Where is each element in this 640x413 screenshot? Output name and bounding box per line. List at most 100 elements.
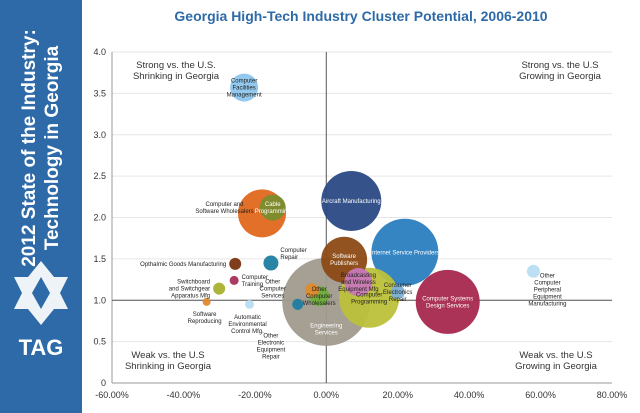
quadrant-label: Growing in Georgia	[519, 71, 602, 82]
data-label: Other	[263, 333, 278, 339]
data-label: Cable	[265, 202, 281, 208]
data-label: Software Wholesalers	[195, 209, 253, 215]
data-label: Electronic	[258, 340, 284, 346]
data-label: Other	[265, 280, 280, 286]
data-label: Manufacturing	[528, 301, 566, 307]
y-tick-label: 3.5	[93, 88, 106, 98]
data-label: Software	[193, 312, 217, 318]
data-label: Computer	[306, 294, 332, 300]
data-label: Peripheral	[534, 287, 561, 293]
data-label: Programming	[351, 299, 387, 305]
bubble	[526, 264, 540, 278]
report-title-line1: 2012 State of the Industry:	[19, 29, 40, 267]
quadrant-label: Shrinking in Georgia	[125, 361, 212, 372]
data-label: Services	[261, 294, 284, 300]
bubbles	[202, 73, 540, 346]
x-tick-label: 80.00%	[597, 390, 628, 400]
data-label: Management	[227, 93, 262, 99]
data-label: Opthalmic Goods Manufacturing	[140, 262, 226, 268]
y-tick-label: 1.5	[93, 254, 106, 264]
data-label: Environmental	[228, 322, 266, 328]
data-label: Reproducing	[188, 319, 222, 325]
data-label: Equipment	[533, 294, 562, 300]
bubble	[202, 297, 211, 306]
data-label: Electronics	[383, 290, 412, 296]
bubble	[321, 170, 382, 231]
chart-title: Georgia High-Tech Industry Cluster Poten…	[174, 8, 548, 24]
data-label: Equipment	[257, 347, 286, 353]
data-label: Computer	[280, 248, 306, 254]
data-label: Computer	[242, 275, 268, 281]
quadrant-label: Strong vs. the U.S.	[136, 60, 216, 71]
y-tick-label: 2.5	[93, 171, 106, 181]
data-label: Computer	[231, 79, 257, 85]
x-tick-label: -20.00%	[238, 390, 272, 400]
y-tick-label: 2.0	[93, 213, 106, 223]
report-title-line2: Technology in Georgia	[42, 45, 63, 251]
data-label: Computer	[356, 292, 382, 298]
quadrant-label: Weak vs. the U.S	[519, 350, 592, 361]
data-label: Design Services	[426, 303, 469, 309]
bubble	[230, 73, 259, 102]
data-label: Computer Systems	[422, 296, 473, 302]
data-label: Programming	[255, 209, 291, 215]
bubble	[259, 194, 286, 221]
data-label: Facilities	[232, 86, 255, 92]
logo-text: TAG	[19, 335, 64, 360]
quadrant-label: Strong vs. the U.S	[521, 60, 598, 71]
quadrant-label: Growing in Georgia	[515, 361, 598, 372]
quadrant-label: Shrinking in Georgia	[133, 71, 220, 82]
bubble	[390, 284, 405, 299]
data-label: Internet Service Providers	[370, 250, 439, 256]
bubble	[344, 268, 373, 297]
data-label: Switchboard	[177, 280, 210, 286]
x-tick-label: 60.00%	[525, 390, 556, 400]
data-label: Engineering	[310, 324, 342, 330]
y-tick-label: 0.5	[93, 337, 106, 347]
data-label: Other	[540, 273, 555, 279]
x-tick-label: -60.00%	[95, 390, 129, 400]
y-tick-label: 4.0	[93, 47, 106, 57]
bubble	[305, 283, 319, 298]
data-label: and Switchgear	[169, 287, 210, 293]
data-label: Consumer	[384, 283, 412, 289]
y-tick-label: 1.0	[93, 295, 106, 305]
data-label: Automatic	[234, 315, 261, 321]
y-tick-label: 3.0	[93, 130, 106, 140]
x-tick-label: 0.00%	[314, 390, 340, 400]
bubble	[371, 218, 439, 286]
data-label: Computer	[260, 287, 286, 293]
data-label: Apparatus Mfg	[171, 294, 210, 300]
data-label: Repair	[389, 297, 407, 303]
x-tick-label: 20.00%	[382, 390, 413, 400]
x-tick-label: 40.00%	[454, 390, 485, 400]
data-label: Services	[315, 331, 338, 337]
bubble	[245, 299, 254, 309]
sidebar: 2012 State of the Industry: Technology i…	[0, 0, 82, 413]
data-label: Control Mfg.	[231, 329, 264, 335]
bubble	[415, 269, 480, 334]
data-label: Wholesalers	[303, 301, 336, 307]
x-tick-label: -40.00%	[167, 390, 201, 400]
data-label: Aircraft Manufacturing	[322, 199, 381, 205]
bubble-chart: 0 0.5 1.0 1.5 2.0 2.5 3.0 3.5 4.0 -60.00% -40.00% -…	[93, 47, 628, 400]
bubble	[229, 275, 239, 285]
data-label: Software	[332, 254, 356, 260]
data-label: Computer	[534, 280, 560, 286]
report-title: 2012 State of the Industry: Technology i…	[18, 0, 64, 298]
y-tick-label: 0	[101, 378, 106, 388]
bubble	[263, 255, 279, 271]
data-label: Equipment Mfg	[338, 287, 378, 293]
data-label: Computer and	[205, 202, 243, 208]
data-label: Repair	[262, 354, 280, 360]
data-label: and Wireless	[341, 280, 376, 286]
data-label: Broadcasting	[341, 273, 376, 279]
data-label: Repair	[280, 255, 298, 261]
bubble	[229, 257, 242, 270]
tag-logo-icon: TAG	[14, 261, 68, 360]
data-label: Training	[242, 282, 263, 288]
data-label: Other	[312, 287, 327, 293]
quadrant-labels: Strong vs. the U.S.Shrinking in GeorgiaS…	[125, 60, 602, 372]
bubble	[292, 298, 304, 310]
